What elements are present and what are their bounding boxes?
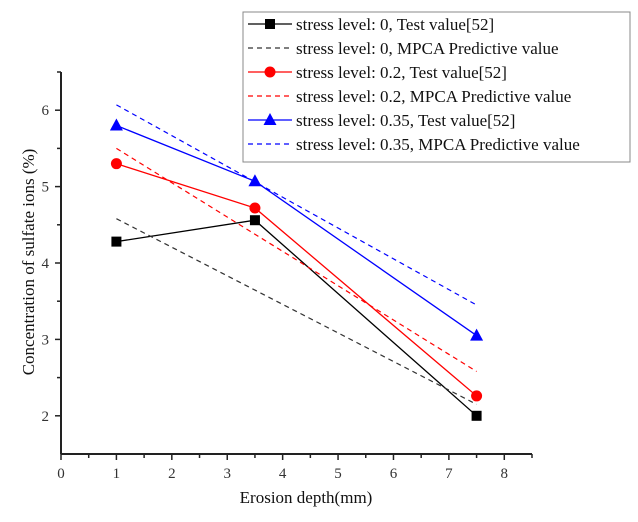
data-point-circle [110, 158, 122, 170]
y-axis-title: Concentration of sulfate ions (%) [19, 149, 38, 376]
series-3 [116, 147, 477, 372]
series-4 [109, 118, 484, 341]
y-tick-label: 2 [42, 409, 50, 425]
test-line [116, 219, 478, 417]
legend-label: stress level: 0, MPCA Predictive value [296, 39, 559, 58]
legend-box [242, 11, 631, 163]
x-axis-ticks: 0 1 2 3 4 5 6 7 8 [57, 454, 533, 482]
x-tick-label: 0 [57, 466, 65, 482]
data-point-triangle [109, 118, 123, 131]
legend-marker-triangle [263, 113, 277, 125]
legend-item: stress level: 0, Test value[52] [248, 15, 494, 34]
legend-label: stress level: 0.35, MPCA Predictive valu… [296, 135, 580, 154]
legend-label: stress level: 0, Test value[52] [296, 15, 494, 34]
series-2 [110, 158, 483, 402]
predictive-line [116, 147, 477, 372]
legend-item: stress level: 0.2, MPCA Predictive value [248, 87, 571, 106]
y-tick-label: 4 [42, 256, 50, 272]
x-tick-label: 7 [445, 466, 453, 482]
y-tick-label: 3 [42, 332, 50, 348]
x-tick-label: 1 [113, 466, 121, 482]
x-tick-label: 5 [334, 466, 342, 482]
data-point-circle [471, 390, 483, 402]
legend-item: stress level: 0.2, Test value[52] [248, 63, 507, 82]
x-tick-label: 6 [390, 466, 398, 482]
test-line [116, 163, 478, 397]
legend-label: stress level: 0.35, Test value[52] [296, 111, 515, 130]
legend-marker-circle [264, 66, 276, 78]
predictive-line [116, 218, 477, 405]
series-0 [111, 215, 482, 421]
series-layer [109, 104, 484, 421]
data-point-triangle [470, 328, 484, 341]
legend-item: stress level: 0.35, MPCA Predictive valu… [248, 135, 580, 154]
x-axis-title: Erosion depth(mm) [240, 488, 373, 507]
data-point-square [471, 410, 482, 421]
data-point-square [111, 236, 122, 247]
series-5 [116, 104, 477, 306]
legend-marker-square [265, 19, 275, 29]
legend-label: stress level: 0.2, Test value[52] [296, 63, 507, 82]
series-1 [116, 218, 477, 405]
data-point-square [249, 215, 260, 226]
legend-item: stress level: 0, MPCA Predictive value [248, 39, 559, 58]
x-tick-label: 4 [279, 466, 287, 482]
data-point-circle [249, 202, 261, 214]
predictive-line [116, 104, 477, 306]
x-tick-label: 3 [223, 466, 231, 482]
y-tick-label: 5 [42, 180, 50, 196]
x-tick-label: 2 [168, 466, 176, 482]
y-axis-ticks: 2 3 4 5 6 [42, 71, 61, 425]
y-tick-label: 6 [42, 103, 50, 119]
legend-item: stress level: 0.35, Test value[52] [248, 111, 515, 130]
x-tick-label: 8 [501, 466, 509, 482]
legend-label: stress level: 0.2, MPCA Predictive value [296, 87, 571, 106]
legend: stress level: 0, Test value[52] stress le… [242, 11, 631, 163]
